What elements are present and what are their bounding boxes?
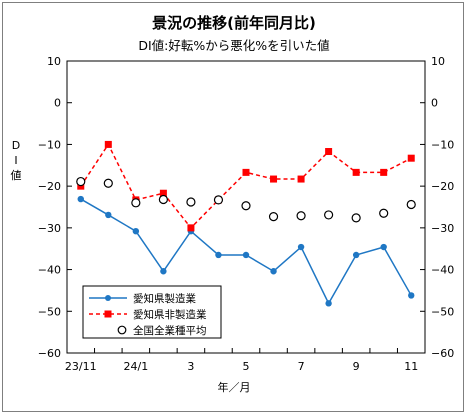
legend-marker: [104, 310, 112, 318]
data-point: [215, 251, 222, 259]
data-point: [352, 251, 360, 259]
y-tick-label: −50: [38, 305, 61, 318]
y-tick-label-right: −20: [431, 180, 454, 193]
series-2: [76, 176, 416, 223]
data-point: [379, 208, 389, 218]
chart-title: 景況の推移(前年同月比): [152, 14, 316, 32]
data-point: [324, 210, 334, 220]
x-tick-label: 24/1: [123, 360, 148, 373]
y-tick-label-right: −40: [431, 264, 454, 277]
x-tick-label: 7: [298, 360, 305, 373]
y-tick-label-right: −60: [431, 347, 454, 360]
y-tick-label-right: −30: [431, 222, 454, 235]
data-point: [105, 211, 112, 219]
data-point: [77, 195, 84, 203]
data-point: [104, 140, 112, 148]
data-point: [159, 189, 167, 197]
data-point: [103, 178, 113, 188]
data-point: [270, 268, 277, 275]
legend-marker: [105, 295, 111, 301]
data-point: [297, 243, 305, 251]
y-tick-label-right: 10: [431, 55, 445, 68]
chart-subtitle: DI値:好転%から悪化%を引いた値: [138, 38, 330, 53]
data-point: [241, 201, 251, 211]
x-tick-label: 11: [404, 360, 418, 373]
data-point: [186, 197, 196, 207]
legend-label: 全国全業種平均: [133, 324, 207, 337]
data-point: [242, 168, 250, 176]
data-point: [76, 176, 86, 187]
data-point: [406, 199, 416, 210]
y-tick-label: 0: [54, 97, 61, 110]
data-point: [297, 175, 305, 183]
data-point: [325, 148, 333, 156]
data-point: [242, 251, 250, 259]
legend-marker: [117, 325, 127, 335]
data-point: [325, 300, 332, 307]
y-tick-label-right: −10: [431, 138, 454, 151]
data-point: [352, 168, 360, 176]
data-point: [187, 224, 195, 232]
data-point: [213, 195, 224, 205]
x-tick-label: 3: [187, 360, 194, 373]
data-point: [407, 154, 415, 162]
legend-label: 愛知県非製造業: [133, 308, 207, 321]
y-tick-label: −10: [38, 138, 61, 151]
data-point: [380, 243, 387, 251]
data-point: [268, 211, 279, 222]
legend-label: 愛知県製造業: [133, 292, 196, 305]
data-point: [160, 268, 167, 275]
x-axis-label: 年／月: [217, 381, 251, 394]
data-point: [132, 227, 140, 235]
y-tick-label-right: 0: [431, 97, 438, 110]
y-tick-label: −20: [38, 180, 61, 193]
x-tick-label: 23/11: [65, 360, 97, 373]
y-tick-label: 10: [47, 55, 61, 68]
data-point: [380, 168, 388, 176]
y-tick-label: −30: [38, 222, 61, 235]
data-point: [296, 211, 306, 221]
x-tick-label: 9: [353, 360, 360, 373]
data-point: [351, 213, 361, 223]
data-point: [408, 292, 415, 299]
y-tick-label: −40: [38, 264, 61, 277]
data-point: [158, 194, 168, 205]
data-point: [270, 175, 278, 183]
y-tick-label: −60: [38, 347, 61, 360]
data-point: [131, 198, 141, 208]
x-tick-label: 5: [243, 360, 250, 373]
y-tick-label-right: −50: [431, 305, 454, 318]
